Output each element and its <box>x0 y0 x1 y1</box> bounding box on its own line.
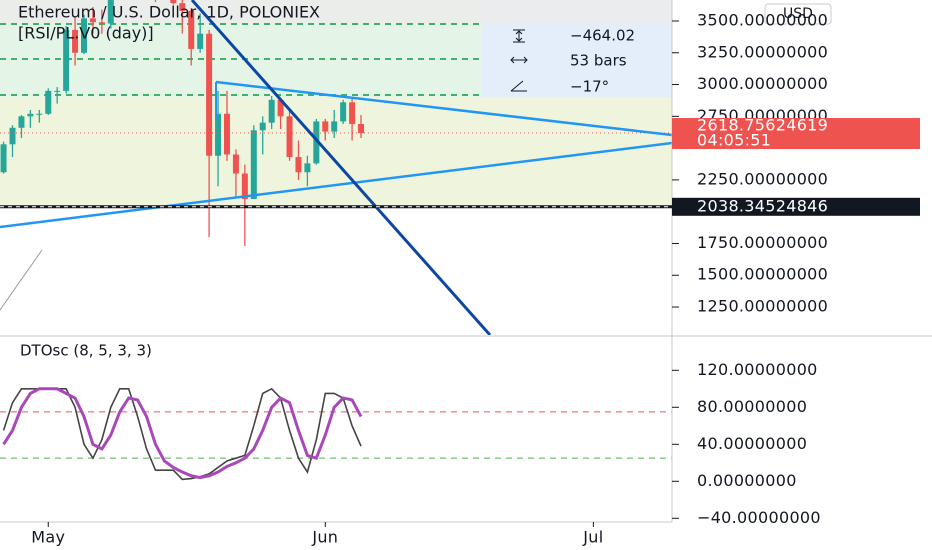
trend-line <box>0 249 43 311</box>
candle-body <box>223 113 230 155</box>
oscillator-line <box>2 387 362 481</box>
icon <box>510 56 528 64</box>
candle-body <box>27 113 34 117</box>
candle-body <box>72 29 79 53</box>
icon <box>513 29 525 43</box>
candle-body <box>349 102 356 124</box>
y-tick-label: 3500.00000000 <box>697 10 828 29</box>
y-tick-label: 3250.00000000 <box>697 42 828 61</box>
candle-body <box>107 0 114 24</box>
candle-body <box>18 116 25 128</box>
candle-body <box>188 10 195 49</box>
x-tick-label: Jul <box>582 528 603 547</box>
candle-body <box>268 99 275 123</box>
candle-body <box>277 99 284 117</box>
candle-body <box>331 121 338 132</box>
y-tick-label: 80.00000000 <box>697 397 807 416</box>
candle-body <box>295 157 302 173</box>
last-price-label: 2618.75624619 <box>697 116 828 135</box>
candle-body <box>241 173 248 199</box>
measure-info: −464.02 53 bars −17° <box>510 27 635 96</box>
chart-subtitle: [RSI/PL.V0 (day)] <box>18 24 154 43</box>
y-tick-label: 1750.00000000 <box>697 233 828 252</box>
y-tick-label: 3000.00000000 <box>697 74 828 93</box>
currency[interactable]: USD <box>783 6 813 22</box>
trend-line <box>190 0 492 335</box>
candle-body <box>286 116 293 158</box>
candle-body <box>98 22 105 24</box>
candles <box>0 0 672 247</box>
oscillator-title: DTOsc (8, 5, 3, 3) <box>20 342 152 360</box>
trend-line <box>215 80 672 137</box>
candle-body <box>179 3 186 11</box>
drawings <box>0 0 672 311</box>
bars-count: 53 bars <box>570 52 627 70</box>
candle-body <box>206 33 213 156</box>
level-label: 2038.34524846 <box>697 196 828 215</box>
y-tick-label: 2250.00000000 <box>697 169 828 188</box>
candle-body <box>81 18 87 53</box>
level-tag <box>672 197 920 216</box>
candle-body <box>197 33 204 49</box>
candle-body <box>54 90 61 92</box>
y-tick-label: 1500.00000000 <box>697 265 828 284</box>
chart-title: Ethereum / U.S. Dollar, 1D, POLONIEX <box>18 3 320 22</box>
candle-body <box>0 144 7 173</box>
x-tick-label: May <box>31 528 65 547</box>
zone-yellow <box>0 97 672 207</box>
y-tick-label: 1250.00000000 <box>697 297 828 316</box>
candle-body <box>45 90 52 114</box>
countdown: 04:05:51 <box>697 131 771 150</box>
oscillator <box>0 387 672 481</box>
y-tick-label: −40.00000000 <box>697 508 821 527</box>
candle-body <box>89 18 96 23</box>
price-change: −464.02 <box>570 27 635 45</box>
y-tick-label: 0.00000000 <box>697 471 797 490</box>
candle-body <box>36 113 43 115</box>
candle-body <box>259 122 266 131</box>
candle-body <box>215 113 222 156</box>
trend-line <box>0 141 672 229</box>
icon <box>510 80 527 92</box>
currency-button[interactable] <box>764 3 832 25</box>
candle-body <box>170 0 177 4</box>
candle-body <box>322 121 329 132</box>
oscillator-line <box>2 387 363 480</box>
candle-body <box>358 123 365 133</box>
candle-body <box>63 29 70 91</box>
y-tick-label: 120.00000000 <box>697 360 818 379</box>
angle: −17° <box>570 78 609 96</box>
candle-body <box>313 121 320 164</box>
candle-body <box>304 163 311 173</box>
trend-lines <box>0 0 672 335</box>
x-tick-label: Jun <box>311 528 338 547</box>
candle-body <box>9 127 16 145</box>
candle-body <box>250 130 257 199</box>
y-tick-label: 40.00000000 <box>697 434 807 453</box>
candle-body <box>232 154 239 174</box>
candle-body <box>340 102 347 122</box>
last-price-tag <box>672 118 920 150</box>
